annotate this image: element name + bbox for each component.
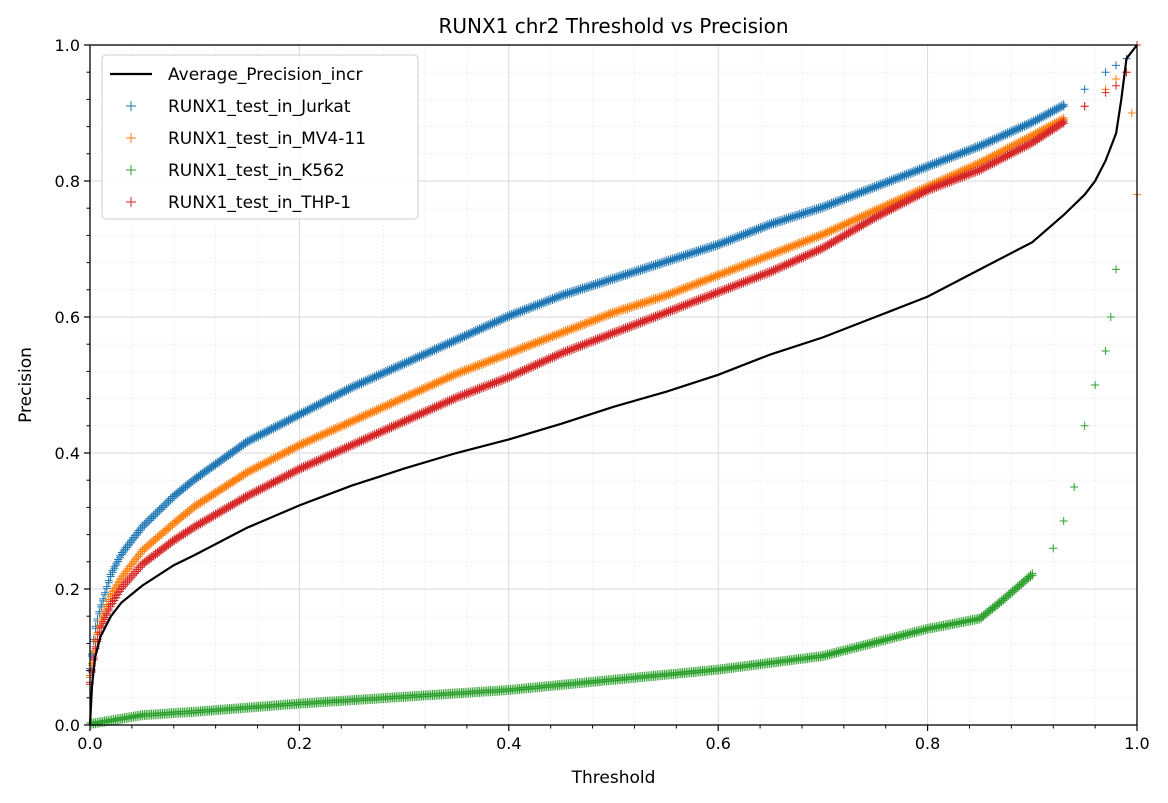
- x-tick-label: 0.2: [287, 734, 312, 753]
- data-point: [1057, 101, 1066, 110]
- data-point: [1112, 265, 1121, 274]
- y-axis-label: Precision: [16, 347, 36, 423]
- y-tick-label: 1.0: [55, 36, 80, 55]
- data-point: [1059, 102, 1068, 111]
- y-tick-label: 0.8: [55, 172, 80, 191]
- data-point: [1080, 421, 1089, 430]
- legend-plus-marker: [126, 165, 136, 175]
- x-axis-label: Threshold: [571, 768, 656, 788]
- data-point: [1112, 61, 1121, 70]
- data-point: [106, 600, 115, 609]
- data-point: [106, 570, 115, 579]
- legend-plus-marker: [126, 101, 136, 111]
- chart-title: RUNX1 chr2 Threshold vs Precision: [438, 14, 788, 38]
- data-point: [1101, 68, 1110, 77]
- legend-label: Average_Precision_incr: [168, 65, 363, 85]
- data-point: [99, 594, 108, 603]
- data-point: [1059, 119, 1068, 128]
- data-point: [1049, 544, 1058, 553]
- legend: Average_Precision_incr RUNX1_test_in_Jurk…: [101, 54, 419, 220]
- data-point: [1057, 118, 1066, 127]
- data-point: [1112, 81, 1121, 90]
- data-point: [1106, 313, 1115, 321]
- data-point: [1127, 109, 1136, 117]
- legend-box: [101, 54, 419, 220]
- legend-label: RUNX1_test_in_MV4-11: [168, 129, 366, 149]
- data-point: [1101, 347, 1110, 355]
- x-tick-label: 0.4: [496, 734, 521, 753]
- data-point: [1091, 381, 1100, 389]
- series-RUNX1_test_in_Jurkat: [86, 41, 1141, 675]
- data-point: [1080, 102, 1089, 111]
- y-tick-label: 0.0: [55, 716, 80, 735]
- x-tick-label: 0.0: [77, 734, 102, 753]
- legend-plus-marker: [126, 197, 136, 207]
- series-RUNX1_test_in_MV4-11: [86, 68, 1141, 682]
- legend-plus-marker: [126, 133, 136, 143]
- data-point: [112, 559, 121, 568]
- series-line-Average_Precision_incr: [88, 44, 1138, 726]
- data-point: [108, 566, 117, 575]
- y-tick-label: 0.4: [55, 444, 80, 463]
- data-point: [102, 582, 111, 591]
- legend-label: RUNX1_test_in_THP-1: [168, 193, 351, 213]
- data-point: [1028, 571, 1037, 580]
- data-point: [114, 555, 123, 564]
- ticks-layer: 0.0 0.2 0.4 0.6 0.8 1.0 0.0 0.2 0.4 0.6 0.8 1.0: [55, 36, 1150, 753]
- x-tick-label: 0.8: [915, 734, 940, 753]
- data-point: [106, 590, 115, 599]
- data-point: [1080, 85, 1089, 94]
- series-layer: [86, 41, 1141, 729]
- data-point: [1070, 483, 1079, 491]
- data-point: [110, 562, 119, 571]
- data-point: [100, 588, 109, 597]
- x-tick-label: 1.0: [1124, 734, 1149, 753]
- legend-label: RUNX1_test_in_Jurkat: [168, 97, 351, 117]
- data-point: [1101, 88, 1110, 97]
- data-point: [104, 576, 113, 585]
- y-tick-label: 0.6: [55, 308, 80, 327]
- x-tick-label: 0.6: [705, 734, 730, 753]
- y-tick-label: 0.2: [55, 580, 80, 599]
- data-point: [1112, 75, 1121, 83]
- data-point: [115, 551, 124, 560]
- legend-label: RUNX1_test_in_K562: [168, 161, 345, 181]
- data-point: [1059, 517, 1068, 525]
- plot-frame: [89, 44, 1138, 726]
